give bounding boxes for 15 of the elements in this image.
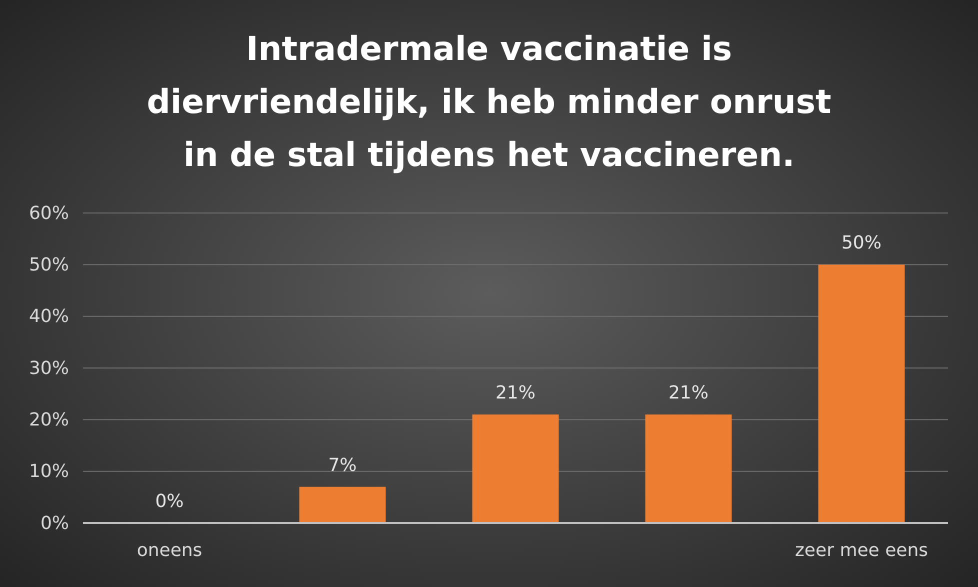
x-tick-label: oneens <box>136 540 202 561</box>
y-tick-label: 20% <box>28 409 69 430</box>
y-tick-label: 40% <box>28 306 69 328</box>
y-tick-label: 60% <box>28 202 69 224</box>
y-tick-label: 50% <box>28 254 69 276</box>
data-label: 50% <box>841 232 882 254</box>
y-tick-label: 0% <box>40 512 69 534</box>
data-label: 0% <box>155 491 184 512</box>
data-label: 21% <box>495 382 536 404</box>
y-tick-label: 10% <box>28 461 69 482</box>
x-tick-label: zeer mee eens <box>794 540 928 561</box>
y-tick-label: 30% <box>28 358 69 379</box>
data-label: 7% <box>328 454 357 476</box>
chart-title: Intradermale vaccinatie is diervriendelijk, ik heb minder onrust in de stal tijdens het vaccineren. <box>146 29 832 174</box>
data-label: 21% <box>668 382 709 404</box>
